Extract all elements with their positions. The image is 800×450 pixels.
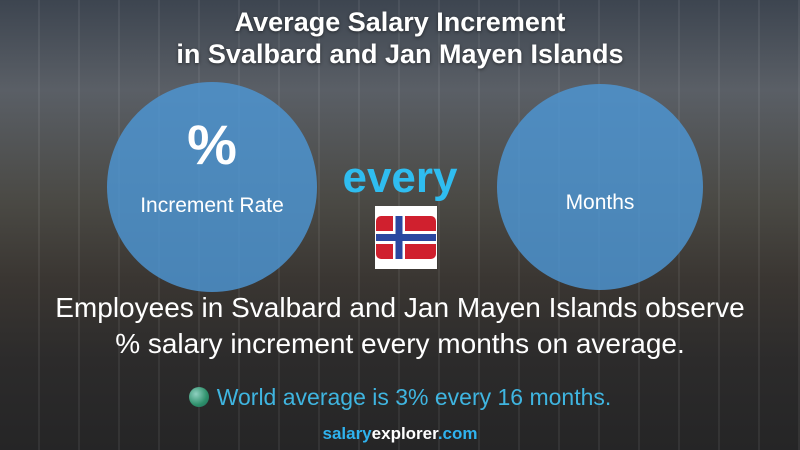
brand-logo[interactable]: salaryexplorer.com [0, 424, 800, 444]
every-label: every [342, 153, 458, 202]
months-circle: Months [497, 84, 703, 290]
world-average-text: World average is 3% every 16 months. [216, 384, 612, 410]
description-line-2: % salary increment every months on avera… [115, 328, 685, 359]
page-title: Average Salary Increment in Svalbard and… [0, 6, 800, 70]
title-line-2: in Svalbard and Jan Mayen Islands [176, 39, 624, 69]
brand-explorer: explorer [371, 424, 438, 443]
increment-rate-circle: % Increment Rate [107, 82, 317, 292]
globe-icon [188, 387, 209, 407]
title-line-1: Average Salary Increment [234, 7, 566, 37]
description-line-1: Employees in Svalbard and Jan Mayen Isla… [55, 292, 745, 323]
months-label: Months [565, 191, 635, 214]
brand-salary: salary [322, 424, 372, 443]
flag [375, 206, 437, 269]
brand-com: .com [437, 424, 478, 443]
norway-flag-icon [376, 216, 436, 259]
increment-rate-label: Increment Rate [140, 194, 284, 217]
description: Employees in Svalbard and Jan Mayen Isla… [0, 290, 800, 362]
world-average: World average is 3% every 16 months. [0, 384, 800, 411]
percent-symbol: % [187, 113, 237, 176]
